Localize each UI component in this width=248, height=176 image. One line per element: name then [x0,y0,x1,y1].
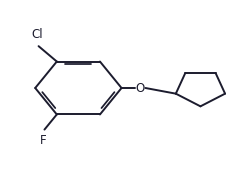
Text: Cl: Cl [31,28,43,41]
Text: F: F [40,134,47,147]
Text: O: O [135,81,145,95]
